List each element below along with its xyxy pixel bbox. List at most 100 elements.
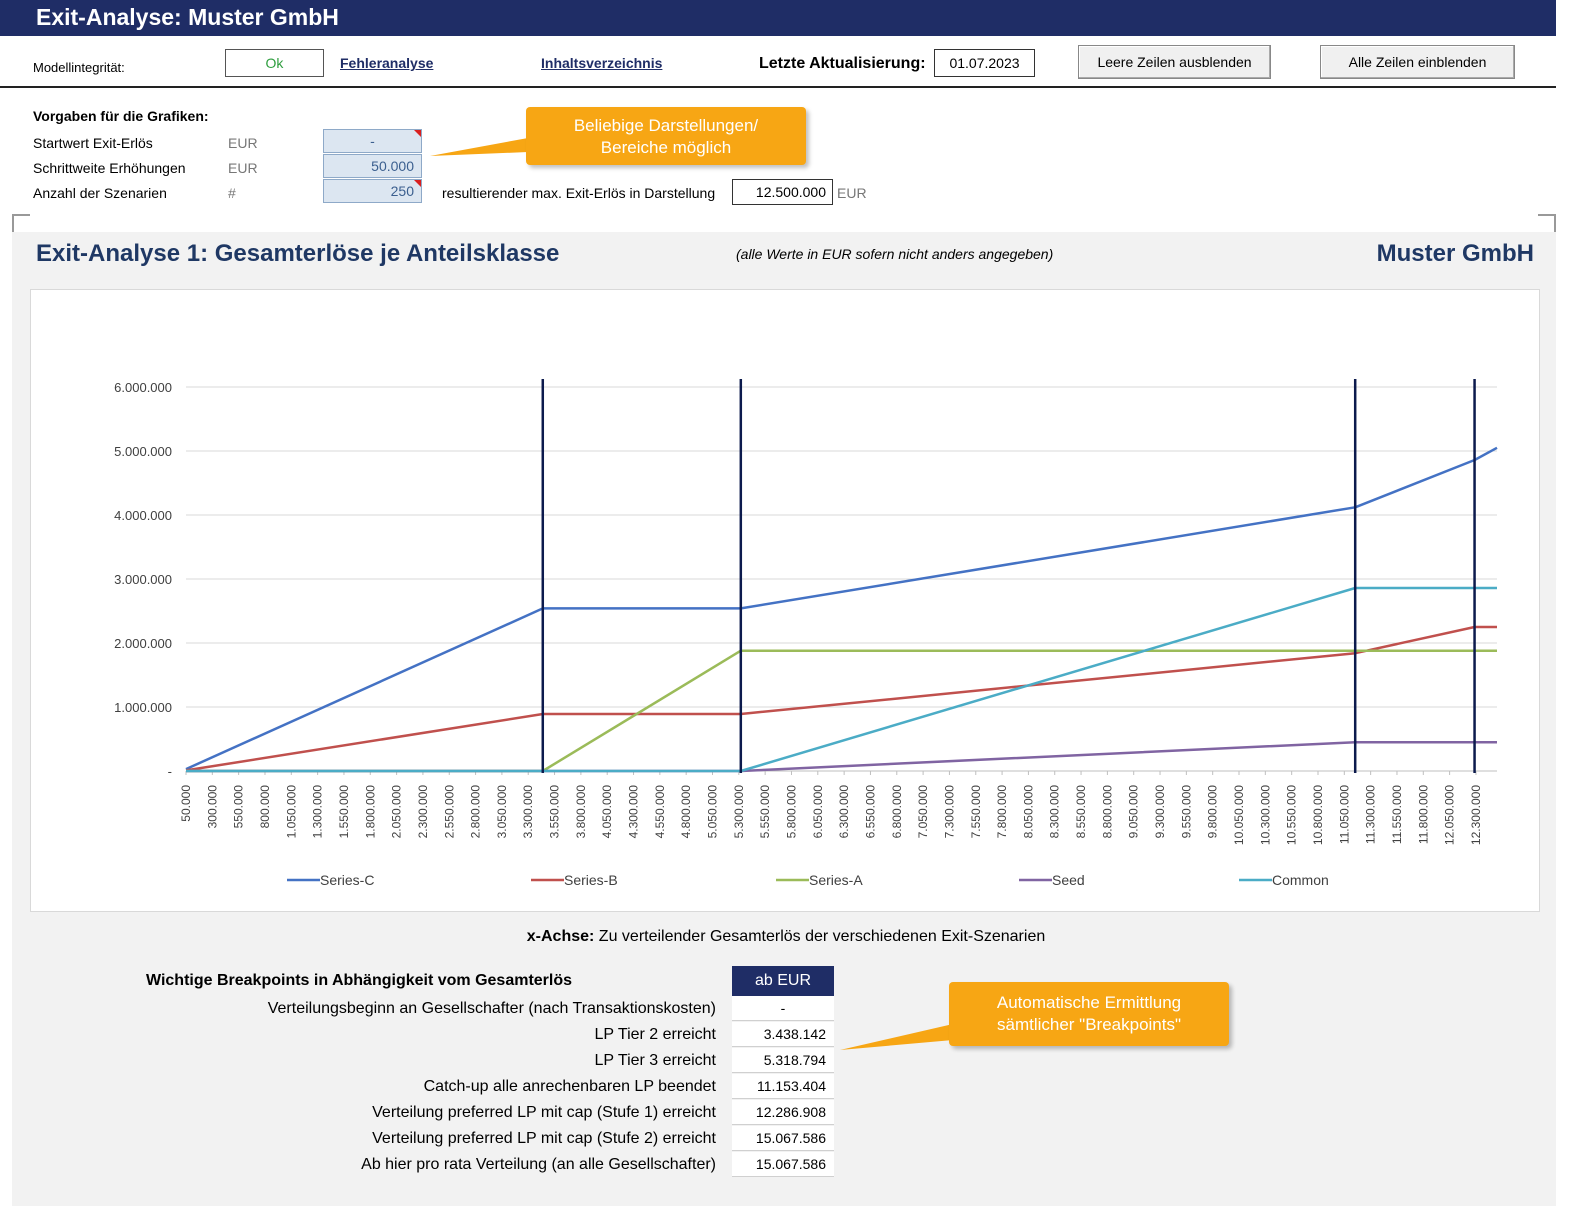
series-line-series-a: [186, 649, 1497, 773]
selection-corner: [12, 214, 30, 232]
x-tick-label: 1.300.000: [311, 785, 325, 839]
x-tick-label: 4.800.000: [679, 785, 693, 839]
legend-label: Seed: [1052, 872, 1085, 888]
breakpoint-label: Verteilung preferred LP mit cap (Stufe 1…: [372, 1104, 716, 1121]
x-tick-label: 1.800.000: [363, 785, 377, 839]
selection-corner: [1538, 214, 1556, 232]
breakpoint-label: LP Tier 3 erreicht: [594, 1052, 716, 1069]
callout-pointer: [430, 138, 528, 156]
breakpoint-value: 5.318.794: [732, 1048, 834, 1073]
x-tick-label: 8.050.000: [1021, 785, 1035, 839]
x-tick-label: 11.800.000: [1416, 785, 1430, 844]
x-tick-label: 10.300.000: [1258, 785, 1272, 845]
x-axis-note-text: Zu verteilender Gesamterlös der verschie…: [598, 928, 1046, 945]
callout-pointer: [840, 1024, 953, 1050]
x-tick-label: 3.300.000: [521, 785, 535, 839]
comment-marker-icon: [414, 180, 421, 187]
x-tick-label: 1.550.000: [337, 785, 351, 839]
x-tick-label: 6.550.000: [863, 785, 877, 839]
x-tick-label: 7.050.000: [916, 785, 930, 839]
x-tick-label: 2.050.000: [390, 785, 404, 839]
panel-company: Muster GmbH: [1376, 240, 1534, 267]
error-analysis-link[interactable]: Fehleranalyse: [340, 55, 434, 71]
start-value-input[interactable]: -: [323, 129, 422, 153]
scenario-count-value: 250: [390, 183, 414, 199]
callout-bottom-line2: sämtlicher "Breakpoints": [996, 1015, 1182, 1034]
toc-link[interactable]: Inhaltsverzeichnis: [541, 55, 663, 71]
callout-bottom-line1: Automatische Ermittlung: [996, 993, 1182, 1012]
x-tick-label: 8.800.000: [1100, 785, 1114, 839]
x-tick-label: 6.300.000: [837, 785, 851, 839]
legend-label: Series-C: [320, 872, 374, 888]
x-tick-label: 4.550.000: [653, 785, 667, 839]
line-chart-svg: - 1.000.000 2.000.000 3.000.000 4.000.000 5.0…: [114, 379, 1498, 888]
x-tick-label: 11.300.000: [1364, 785, 1378, 844]
x-tick-label: 3.050.000: [495, 785, 509, 839]
panel-note: (alle Werte in EUR sofern nicht anders a…: [736, 246, 1054, 262]
x-tick-label: 9.550.000: [1179, 785, 1193, 839]
series-line-series-c: [185, 446, 1498, 771]
step-size-value: 50.000: [371, 158, 414, 174]
x-tick-label: 12.050.000: [1443, 785, 1457, 845]
y-tick-label: -: [168, 764, 172, 779]
x-tick-label: 7.300.000: [942, 785, 956, 839]
x-tick-label: 800.000: [258, 785, 272, 829]
breakpoint-value: 12.286.908: [732, 1100, 834, 1125]
show-all-rows-button[interactable]: Alle Zeilen einblenden: [1320, 45, 1515, 79]
x-tick-label: 550.000: [232, 785, 246, 829]
x-tick-label: 3.550.000: [548, 785, 562, 839]
breakpoint-value: 11.153.404: [732, 1074, 834, 1099]
x-tick-label: 10.550.000: [1285, 785, 1299, 845]
x-tick-label: 9.050.000: [1127, 785, 1141, 839]
series-line-series-b: [185, 625, 1497, 772]
x-axis-note-label: x-Achse:: [526, 928, 595, 945]
comment-marker-icon: [414, 130, 421, 137]
max-exit-unit: EUR: [837, 185, 867, 201]
breakpoint-label: LP Tier 2 erreicht: [594, 1026, 716, 1043]
x-tick-label: 6.800.000: [890, 785, 904, 839]
breakpoint-value: -: [732, 996, 834, 1021]
x-tick-label: 11.550.000: [1390, 785, 1404, 844]
hide-empty-rows-button[interactable]: Leere Zeilen ausblenden: [1078, 45, 1271, 79]
step-size-label: Schrittweite Erhöhungen: [33, 160, 186, 176]
callout-top-line2: Bereiche möglich: [600, 138, 732, 157]
last-update-label: Letzte Aktualisierung:: [759, 55, 926, 72]
x-tick-label: 9.800.000: [1206, 785, 1220, 839]
panel-title: Exit-Analyse 1: Gesamterlöse je Anteilsk…: [36, 240, 560, 267]
page-title: Exit-Analyse: Muster GmbH: [36, 4, 339, 30]
series-line-common: [186, 586, 1497, 773]
x-tick-label: 7.550.000: [969, 785, 983, 839]
breakpoint-label: Catch-up alle anrechenbaren LP beendet: [423, 1078, 716, 1095]
x-tick-label: 2.800.000: [469, 785, 483, 839]
y-tick-label: 1.000.000: [114, 700, 172, 715]
x-tick-label: 1.050.000: [284, 785, 298, 839]
y-tick-label: 2.000.000: [114, 636, 172, 651]
x-tick-label: 10.050.000: [1232, 785, 1246, 845]
breakpoints-heading: Wichtige Breakpoints in Abhängigkeit vom…: [146, 972, 573, 989]
step-size-input[interactable]: 50.000: [323, 154, 422, 178]
y-tick-label: 5.000.000: [114, 444, 172, 459]
last-update-value: 01.07.2023: [934, 49, 1035, 77]
max-exit-value: 12.500.000: [732, 179, 833, 205]
legend-label: Series-B: [564, 872, 618, 888]
breakpoint-label: Verteilungsbeginn an Gesellschafter (nac…: [267, 1000, 716, 1017]
x-tick-label: 10.800.000: [1311, 785, 1325, 845]
scenario-count-input[interactable]: 250: [323, 179, 422, 203]
callout-top-line1: Beliebige Darstellungen/: [573, 116, 759, 135]
start-value: -: [370, 133, 375, 149]
x-tick-label: 5.300.000: [732, 785, 746, 839]
step-size-unit: EUR: [228, 160, 258, 176]
max-exit-label: resultierender max. Exit-Erlös in Darste…: [442, 185, 716, 201]
legend-label: Common: [1272, 872, 1329, 888]
start-value-unit: EUR: [228, 135, 258, 151]
scenario-count-unit: #: [228, 185, 236, 201]
right-margin: [1556, 0, 1572, 1206]
breakpoints-column-header: ab EUR: [732, 966, 834, 996]
x-tick-label: 5.550.000: [758, 785, 772, 839]
callout-top: Beliebige Darstellungen/ Bereiche möglic…: [526, 107, 806, 165]
x-tick-label: 12.300.000: [1469, 785, 1483, 845]
x-tick-label: 4.300.000: [627, 785, 641, 839]
x-tick-label: 7.800.000: [995, 785, 1009, 839]
breakpoint-label: Ab hier pro rata Verteilung (an alle Ges…: [361, 1156, 716, 1173]
